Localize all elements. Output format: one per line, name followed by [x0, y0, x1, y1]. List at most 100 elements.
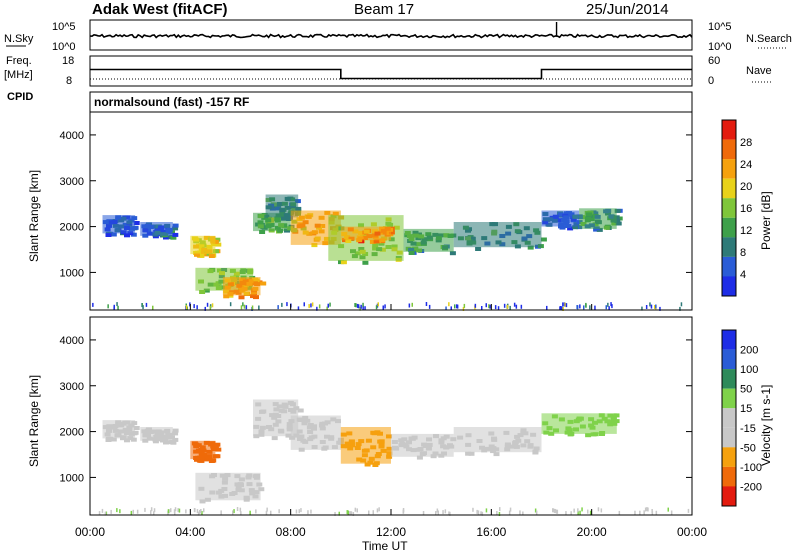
velocity-clutter-cell: [579, 510, 581, 515]
power-echo-cell: [540, 237, 547, 242]
power-clutter-cell: [316, 306, 318, 311]
power-clutter-cell: [117, 305, 119, 310]
power-clutter-cell: [211, 303, 214, 308]
velocity-clutter-cell: [509, 507, 512, 512]
power-clutter-cell: [506, 304, 509, 309]
power-clutter-cell: [650, 304, 653, 309]
power-colorbar-tick-label: 8: [740, 247, 746, 259]
power-ytick-label: 3000: [60, 176, 84, 188]
velocity-echo-region: [140, 427, 173, 441]
power-clutter-cell: [579, 304, 581, 309]
velocity-clutter-cell: [519, 510, 521, 515]
power-echo-region: [403, 228, 454, 252]
power-clutter-cell: [240, 305, 243, 310]
power-clutter-cell: [357, 304, 360, 309]
power-clutter-cell: [503, 303, 506, 308]
power-clutter-cell: [679, 306, 681, 311]
power-clutter-cell: [243, 304, 246, 309]
power-echo-region: [265, 194, 299, 218]
velocity-ylabel: Slant Range [km]: [27, 375, 41, 467]
velocity-clutter-cell: [167, 509, 170, 514]
velocity-clutter-cell: [116, 508, 118, 513]
power-clutter-cell: [281, 302, 283, 307]
power-colorbar-swatch: [722, 276, 736, 296]
velocity-colorbar-swatch: [722, 466, 736, 487]
power-clutter-cell: [585, 302, 587, 307]
velocity-clutter-cell: [687, 508, 690, 513]
velocity-echo-region: [453, 427, 542, 453]
station-title: Adak West (fitACF): [92, 1, 228, 18]
velocity-clutter-cell: [255, 509, 257, 514]
power-echo-cell: [172, 232, 179, 237]
velocity-clutter-cell: [449, 511, 451, 516]
velocity-colorbar-frame: [721, 329, 737, 507]
velocity-colorbar-swatch: [722, 427, 736, 448]
power-clutter-cell: [489, 304, 491, 309]
power-clutter-cell: [513, 302, 516, 307]
power-clutter-cell: [297, 306, 300, 311]
velocity-clutter-cell: [655, 510, 658, 515]
power-clutter-cell: [326, 306, 328, 311]
velocity-clutter-cell: [347, 510, 349, 515]
velocity-echo-cell: [372, 463, 379, 467]
velocity-echo-region: [391, 433, 454, 457]
power-echo-cell: [311, 243, 318, 248]
freq-series-line: [90, 68, 692, 80]
power-clutter-cell: [258, 305, 260, 310]
velocity-colorbar-tick-label: 200: [740, 345, 758, 357]
velocity-clutter-cell: [600, 508, 603, 513]
power-ytick-label: 1000: [60, 267, 84, 279]
power-echo-cell: [194, 252, 200, 257]
power-clutter-cell: [327, 303, 329, 308]
power-clutter-cell: [608, 306, 610, 311]
power-clutter-cell: [251, 305, 254, 310]
velocity-clutter-cell: [556, 509, 559, 514]
power-clutter-cell: [456, 304, 458, 309]
power-clutter-cell: [576, 305, 579, 310]
velocity-clutter-cell: [587, 509, 589, 514]
velocity-echo-cell: [124, 438, 130, 443]
velocity-clutter-cell: [101, 508, 104, 513]
velocity-clutter-cell: [132, 509, 134, 514]
x-tick-label: 16:00: [476, 525, 506, 539]
power-clutter-cell: [229, 302, 232, 307]
power-clutter-cell: [308, 304, 310, 309]
nave-ytick-bottom: 0: [708, 75, 714, 87]
power-clutter-cell: [311, 302, 314, 307]
power-colorbar-swatch: [722, 159, 736, 179]
power-clutter-cell: [329, 302, 331, 307]
velocity-echo-cell: [208, 459, 215, 463]
power-clutter-cell: [384, 304, 386, 309]
power-colorbar-frame: [721, 119, 737, 297]
power-colorbar-label: Power [dB]: [759, 191, 773, 250]
velocity-y-axis: 1000 2000 3000 4000: [60, 335, 692, 484]
velocity-clutter-cell: [265, 510, 268, 515]
freq-ytick-top: 18: [62, 55, 74, 67]
velocity-clutter-cell: [402, 509, 404, 514]
velocity-clutter-cell: [554, 509, 557, 514]
velocity-echo-cell: [258, 487, 265, 492]
velocity-clutter-cell: [499, 507, 501, 512]
power-clutter-cell: [520, 304, 523, 309]
power-colorbar-swatch: [722, 237, 736, 257]
velocity-colorbar-tick-label: 50: [740, 384, 752, 396]
power-echo-cell: [199, 290, 206, 294]
velocity-echo-cell: [364, 462, 371, 467]
velocity-clutter-cell: [307, 510, 309, 515]
velocity-clutter-cell: [110, 509, 112, 514]
cpid-text: normalsound (fast) -157 RF: [94, 95, 249, 109]
power-echo-cell: [170, 235, 177, 240]
x-tick-label: 04:00: [175, 525, 205, 539]
velocity-echo-cell: [132, 430, 139, 435]
power-clutter-cell: [607, 302, 609, 307]
velocity-clutter-cell: [643, 510, 645, 515]
velocity-clutter-cell: [565, 511, 567, 516]
power-ytick-label: 4000: [60, 130, 84, 142]
velocity-clutter-cell: [352, 512, 355, 516]
velocity-clutter-cell: [295, 509, 298, 514]
power-clutter-cell: [375, 305, 378, 310]
velocity-echo-cell: [585, 433, 592, 438]
velocity-clutter-cell: [203, 508, 205, 513]
velocity-clutter-cell: [104, 511, 107, 516]
velocity-clutter-cell: [356, 508, 358, 513]
